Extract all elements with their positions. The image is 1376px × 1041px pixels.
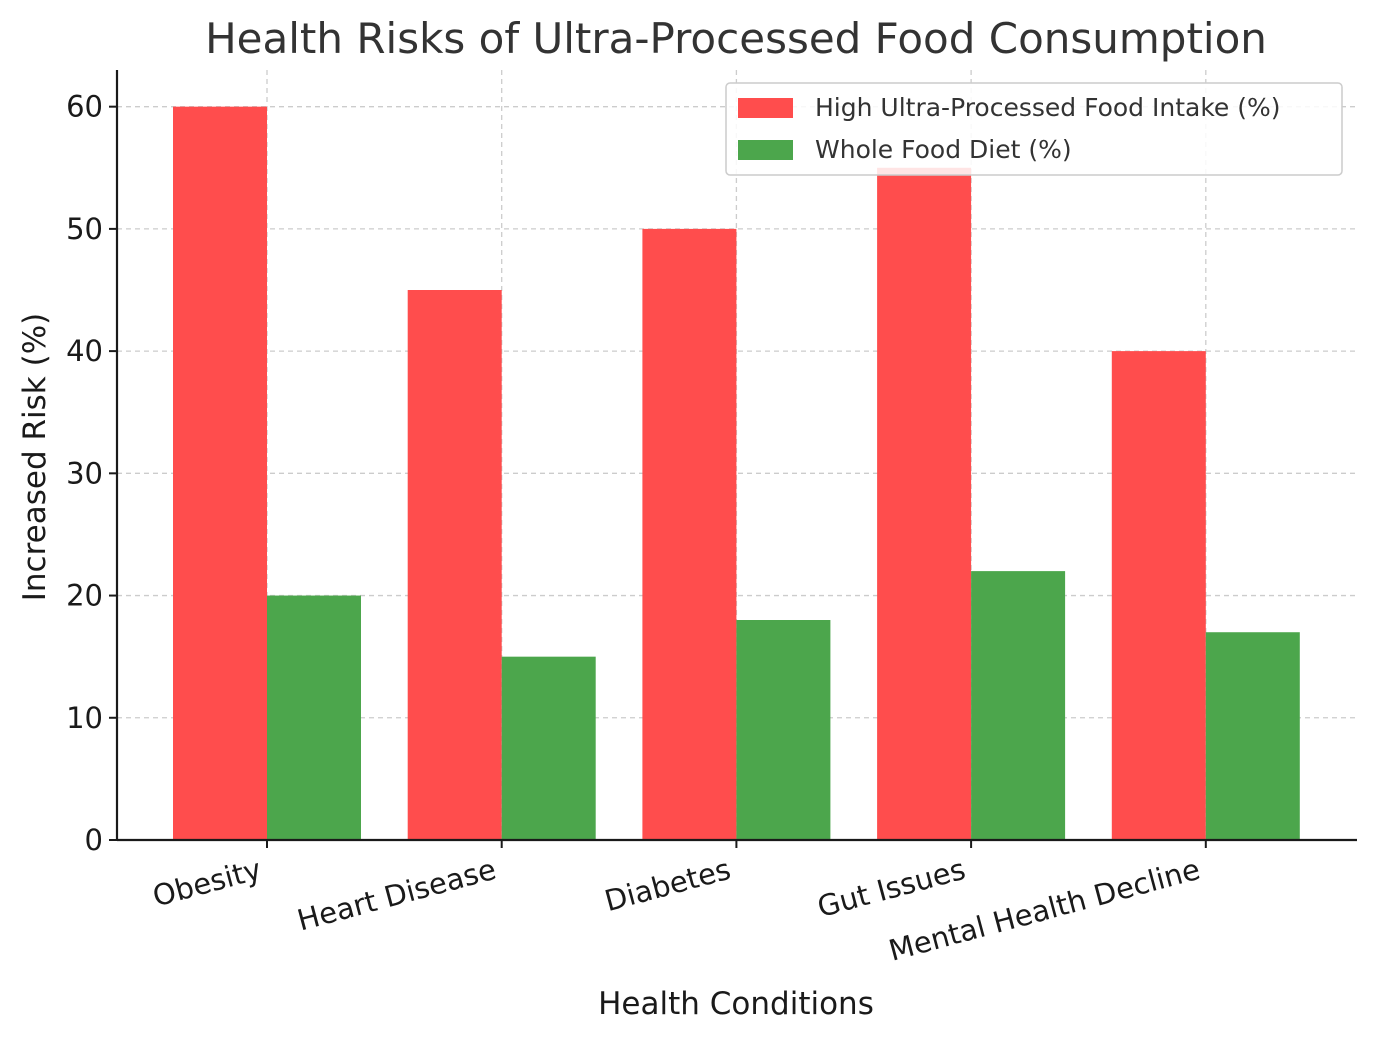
x-tick-label-diabetes: Diabetes: [601, 852, 734, 918]
y-tick-labels: 0 10 20 30 40 50 60: [66, 90, 103, 857]
axes: [109, 70, 1357, 848]
bar-whole-food-heart-disease: [501, 656, 596, 840]
bars: [173, 106, 1300, 840]
y-tick-label: 60: [66, 90, 103, 124]
x-tick-label-heart-disease: Heart Disease: [294, 852, 500, 938]
y-tick-label: 30: [66, 456, 103, 490]
bar-high-ultra-processed-obesity: [173, 106, 267, 840]
bar-whole-food-diabetes: [736, 620, 831, 840]
bar-high-ultra-processed-heart-disease: [407, 290, 502, 840]
x-tick-labels: Obesity Heart Disease Diabetes Gut IssuesMe…: [149, 852, 1204, 968]
y-axis-label: Increased Risk (%): [17, 313, 53, 601]
bar-whole-food-mental-health-decline: [1205, 632, 1300, 840]
legend-label-whole-food: Whole Food Diet (%): [815, 135, 1072, 164]
x-tick-label-gut-issues: Gut Issues: [814, 852, 969, 924]
bar-whole-food-gut-issues: [971, 571, 1066, 840]
legend-label-high-ultra-processed: High Ultra-Processed Food Intake (%): [815, 93, 1281, 122]
legend-frame: [725, 82, 1343, 176]
bar-high-ultra-processed-gut-issues: [877, 167, 972, 840]
legend-swatch-whole-food: [738, 140, 793, 160]
legend-swatch-high-ultra-processed: [738, 98, 793, 118]
y-tick-label: 10: [66, 701, 103, 735]
legend: High Ultra-Processed Food Intake (%) Who…: [725, 82, 1343, 176]
x-axis-label: Health Conditions: [598, 986, 874, 1022]
bar-high-ultra-processed-diabetes: [642, 228, 737, 840]
y-tick-label: 0: [85, 823, 103, 857]
y-tick-label: 40: [66, 334, 103, 368]
chart-title: Health Risks of Ultra-Processed Food Con…: [205, 14, 1267, 63]
bar-whole-food-obesity: [267, 595, 361, 840]
x-tick-label-obesity: Obesity: [149, 852, 265, 914]
bar-high-ultra-processed-mental-health-decline: [1111, 351, 1206, 840]
y-tick-label: 50: [66, 212, 103, 246]
y-tick-label: 20: [66, 579, 103, 613]
